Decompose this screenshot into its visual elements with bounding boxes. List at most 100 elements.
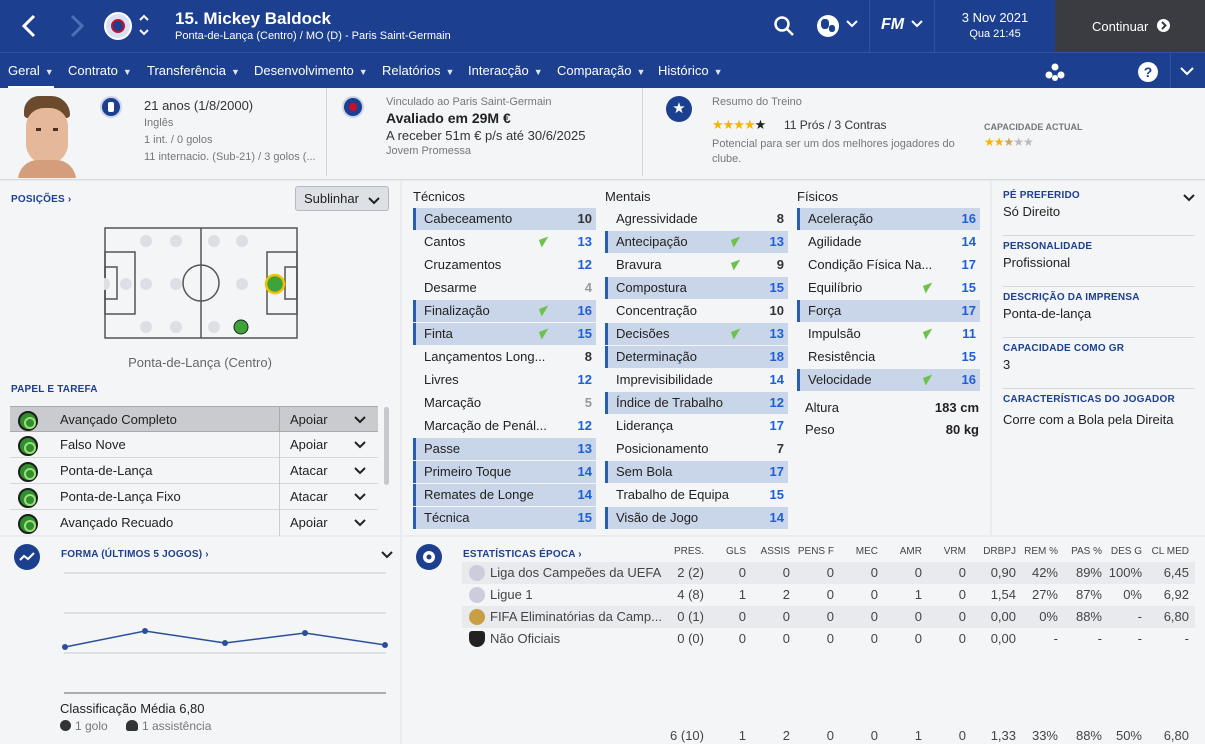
divider — [642, 88, 643, 176]
stats-row[interactable] — [462, 606, 1195, 628]
tab-comparacao[interactable]: Comparação ▼ — [557, 63, 646, 78]
attribute-row[interactable]: Concentração 10 — [605, 300, 788, 322]
attribute-row[interactable]: Condição Física Na... 17 — [797, 254, 980, 276]
stats-cell: 6,92 — [1163, 587, 1189, 602]
ball-icon — [60, 720, 71, 731]
attribute-row[interactable]: Cruzamentos 12 — [413, 254, 596, 276]
stats-column-header[interactable]: CL MED — [1151, 546, 1189, 557]
attribute-row[interactable]: Sem Bola 17 — [605, 461, 788, 483]
attribute-row[interactable]: Equilíbrio 15 — [797, 277, 980, 299]
stats-column-header[interactable]: DRBPJ — [983, 546, 1016, 557]
attribute-row[interactable]: Cantos 13 — [413, 231, 596, 253]
attribute-row[interactable]: Antecipação 13 — [605, 231, 788, 253]
stats-column-header[interactable]: ASSIS — [760, 546, 790, 557]
technical-title: Técnicos — [413, 189, 466, 204]
attribute-row[interactable]: Decisões 13 — [605, 323, 788, 345]
fm-chevron-icon[interactable] — [911, 18, 923, 30]
attribute-row[interactable]: Passe 13 — [413, 438, 596, 460]
stats-column-header[interactable]: REM % — [1024, 546, 1058, 557]
attribute-row[interactable]: Livres 12 — [413, 369, 596, 391]
attribute-row[interactable]: Primeiro Toque 14 — [413, 461, 596, 483]
attribute-row[interactable]: Desarme 4 — [413, 277, 596, 299]
role-row[interactable]: Falso Nove Apoiar — [10, 432, 378, 458]
stats-column-header[interactable]: AMR — [899, 546, 922, 557]
squad-icon[interactable] — [1045, 62, 1065, 82]
attribute-row[interactable]: Imprevisibilidade 14 — [605, 369, 788, 391]
attribute-value: 15 — [769, 280, 784, 295]
attribute-row[interactable]: Bravura 9 — [605, 254, 788, 276]
attribute-row[interactable]: Liderança 17 — [605, 415, 788, 437]
duty-select[interactable]: Apoiar — [279, 432, 378, 458]
attribute-row[interactable]: Determinação 18 — [605, 346, 788, 368]
stats-column-header[interactable]: VRM — [943, 546, 966, 557]
attribute-row[interactable]: Posicionamento 7 — [605, 438, 788, 460]
tab-transferencia[interactable]: Transferência ▼ — [147, 63, 240, 78]
club-crest-icon[interactable] — [104, 12, 132, 40]
player-subtitle: Ponta-de-Lança (Centro) / MO (D) - Paris… — [175, 30, 451, 42]
tab-contrato[interactable]: Contrato ▼ — [68, 63, 132, 78]
attribute-row[interactable]: Força 17 — [797, 300, 980, 322]
attribute-row[interactable]: Aceleração 16 — [797, 208, 980, 230]
stats-column-header[interactable]: MEC — [855, 546, 878, 557]
attribute-row[interactable]: Visão de Jogo 14 — [605, 507, 788, 529]
tab-geral[interactable]: Geral ▼ — [8, 53, 54, 89]
help-icon[interactable]: ? — [1138, 62, 1158, 82]
attribute-row[interactable]: Velocidade 16 — [797, 369, 980, 391]
info-collapse-chevron-icon[interactable] — [1183, 191, 1195, 202]
current-time: Qua 21:45 — [969, 28, 1021, 40]
back-arrow-icon[interactable] — [18, 13, 42, 39]
attribute-row[interactable]: Marcação 5 — [413, 392, 596, 414]
club-link[interactable]: Vinculado ao Paris Saint-Germain — [386, 96, 552, 108]
form-label[interactable]: FORMA (ÚLTIMOS 5 JOGOS) › — [61, 549, 209, 560]
search-icon[interactable] — [773, 15, 795, 37]
roles-scrollbar[interactable] — [384, 407, 389, 485]
forward-arrow-icon[interactable] — [64, 13, 88, 39]
attribute-row[interactable]: Marcação de Penál... 12 — [413, 415, 596, 437]
attribute-row[interactable]: Agressividade 8 — [605, 208, 788, 230]
attribute-row[interactable]: Finalização 16 — [413, 300, 596, 322]
duty-select[interactable]: Atacar — [279, 458, 378, 484]
tab-relatorios[interactable]: Relatórios ▼ — [382, 63, 455, 78]
role-row[interactable]: Ponta-de-Lança Atacar — [10, 458, 378, 484]
tab-interaccao[interactable]: Interacção ▼ — [468, 63, 543, 78]
attribute-row[interactable]: Lançamentos Long... 8 — [413, 346, 596, 368]
tab-desenvolvimento[interactable]: Desenvolvimento ▼ — [254, 63, 368, 78]
stats-row[interactable] — [462, 562, 1195, 584]
position-name: Ponta-de-Lança (Centro) — [128, 355, 272, 370]
attribute-row[interactable]: Finta 15 — [413, 323, 596, 345]
globe-chevron-icon[interactable] — [846, 18, 858, 30]
attribute-row[interactable]: Remates de Longe 14 — [413, 484, 596, 506]
fm-menu-label[interactable]: FM — [881, 16, 905, 33]
duty-select[interactable]: Apoiar — [279, 510, 378, 536]
attribute-row[interactable]: Resistência 15 — [797, 346, 980, 368]
attribute-row[interactable]: Impulsão 11 — [797, 323, 980, 345]
globe-icon[interactable] — [817, 15, 839, 37]
stats-column-header[interactable]: PENS F — [797, 546, 834, 557]
attribute-row[interactable]: Compostura 15 — [605, 277, 788, 299]
role-row[interactable]: Avançado Completo Apoiar — [10, 406, 378, 433]
stats-column-header[interactable]: PRES. — [673, 546, 704, 557]
attribute-row[interactable]: Cabeceamento 10 — [413, 208, 596, 230]
duty-select[interactable]: Atacar — [279, 484, 378, 510]
role-row[interactable]: Avançado Recuado Apoiar — [10, 510, 378, 536]
attribute-row[interactable]: Trabalho de Equipa 15 — [605, 484, 788, 506]
role-row[interactable]: Ponta-de-Lança Fixo Atacar — [10, 484, 378, 510]
attribute-row[interactable]: Técnica 15 — [413, 507, 596, 529]
stats-column-header[interactable]: PAS % — [1071, 546, 1102, 557]
tab-label: Histórico — [658, 63, 709, 78]
attribute-row[interactable]: Agilidade 14 — [797, 231, 980, 253]
stats-label[interactable]: ESTATÍSTICAS ÉPOCA › — [463, 549, 582, 560]
more-chevron-icon[interactable] — [1180, 65, 1194, 77]
chevron-down-icon — [354, 441, 366, 449]
form-collapse-chevron-icon[interactable] — [381, 548, 393, 559]
stats-cell: 0 — [782, 631, 790, 646]
stats-column-header[interactable]: DES G — [1110, 546, 1142, 557]
player-switch-icon[interactable] — [138, 12, 150, 38]
highlight-dropdown[interactable]: Sublinhar — [295, 186, 389, 211]
attribute-row[interactable]: Índice de Trabalho 12 — [605, 392, 788, 414]
continue-button[interactable]: Continuar — [1055, 0, 1205, 52]
tab-historico[interactable]: Histórico ▼ — [658, 63, 723, 78]
stats-column-header[interactable]: GLS — [725, 546, 746, 557]
duty-select[interactable]: Apoiar — [279, 407, 378, 433]
positions-label[interactable]: POSIÇÕES › — [11, 194, 72, 205]
